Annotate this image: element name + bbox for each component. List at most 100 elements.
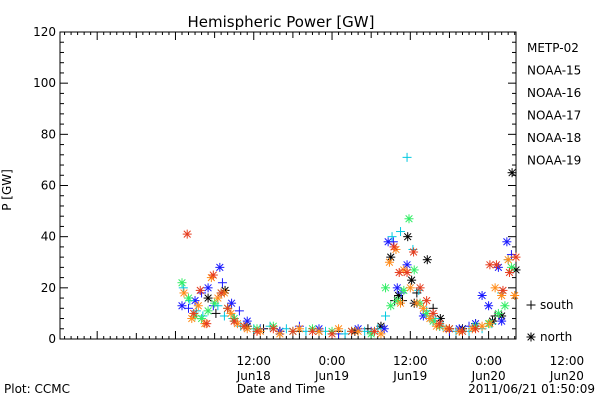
south-marker xyxy=(396,227,406,237)
x-tick-label-date: Jun19 xyxy=(392,369,427,383)
north-marker xyxy=(389,242,399,252)
north-marker xyxy=(223,303,233,313)
north-marker xyxy=(444,324,454,334)
south-marker xyxy=(178,283,188,293)
north-marker xyxy=(403,232,413,242)
north-marker xyxy=(275,329,285,339)
south-marker xyxy=(281,324,291,334)
legend-entry: NOAA-18 xyxy=(527,131,581,145)
south-marker xyxy=(217,278,227,288)
plot-axes xyxy=(59,31,517,340)
y-axis-label: P [GW] xyxy=(0,169,14,211)
north-marker xyxy=(396,298,406,308)
x-axis-ticks: 12:00Jun180:00Jun1912:00Jun190:00Jun2012… xyxy=(64,32,584,383)
north-marker xyxy=(226,308,236,318)
north-marker xyxy=(477,291,487,301)
north-marker xyxy=(503,255,513,265)
north-marker xyxy=(386,301,396,311)
legend-entry: NOAA-15 xyxy=(527,64,581,78)
north-marker xyxy=(227,298,237,308)
north-marker xyxy=(327,329,337,339)
north-marker xyxy=(418,303,428,313)
x-axis-label: Date and Time xyxy=(237,382,325,396)
north-marker xyxy=(203,283,213,293)
north-marker xyxy=(242,316,252,326)
north-marker xyxy=(490,283,500,293)
north-marker xyxy=(239,321,249,331)
north-marker xyxy=(216,288,226,298)
north-marker xyxy=(402,260,412,270)
data-markers xyxy=(177,152,521,339)
north-marker xyxy=(288,326,298,336)
north-marker xyxy=(179,288,189,298)
x-tick-label-time: 0:00 xyxy=(319,354,346,368)
north-marker xyxy=(347,326,357,336)
south-marker xyxy=(402,152,412,162)
south-marker xyxy=(185,296,195,306)
north-marker xyxy=(384,257,394,267)
north-marker xyxy=(502,237,512,247)
north-marker xyxy=(412,298,422,308)
north-marker xyxy=(471,324,481,334)
y-tick-label: 80 xyxy=(41,127,56,141)
north-marker xyxy=(203,293,213,303)
north-marker xyxy=(510,291,520,301)
series-noaa-17 xyxy=(177,214,516,339)
north-marker xyxy=(381,283,391,293)
south-marker xyxy=(184,303,194,313)
plot-credit: Plot: CCMC xyxy=(4,382,70,396)
north-marker xyxy=(498,285,508,295)
north-marker xyxy=(497,316,507,326)
north-marker xyxy=(422,255,432,265)
north-marker xyxy=(404,214,414,224)
legend-marker-symbol xyxy=(526,300,536,310)
y-tick-label: 100 xyxy=(33,76,56,90)
plot-frame xyxy=(59,31,517,340)
north-marker xyxy=(386,252,396,262)
north-marker xyxy=(402,267,412,277)
north-marker xyxy=(208,270,218,280)
south-marker xyxy=(340,329,350,339)
legend-entry: NOAA-19 xyxy=(527,154,581,168)
north-marker xyxy=(177,301,187,311)
north-marker xyxy=(203,306,213,316)
north-marker xyxy=(405,283,415,293)
north-marker xyxy=(252,326,262,336)
north-marker xyxy=(334,324,344,334)
north-marker xyxy=(294,324,304,334)
legend-marker-label: north xyxy=(540,330,572,344)
north-marker xyxy=(511,265,521,275)
north-marker xyxy=(409,247,419,257)
south-marker xyxy=(414,285,424,295)
y-tick-label: 120 xyxy=(33,25,56,39)
north-marker xyxy=(213,293,223,303)
north-marker xyxy=(353,326,363,336)
north-marker xyxy=(215,262,225,272)
north-marker xyxy=(314,326,324,336)
series-noaa-19 xyxy=(182,229,521,339)
north-marker xyxy=(369,326,379,336)
north-marker xyxy=(307,326,317,336)
north-marker xyxy=(392,283,402,293)
y-tick-label: 0 xyxy=(48,332,56,346)
north-marker xyxy=(229,316,239,326)
x-tick-label-date: Jun20 xyxy=(549,369,584,383)
series-noaa-16 xyxy=(178,152,513,339)
north-marker xyxy=(504,267,514,277)
north-marker xyxy=(484,301,494,311)
north-marker xyxy=(458,326,468,336)
north-marker xyxy=(435,319,445,329)
south-marker xyxy=(506,250,516,260)
north-marker xyxy=(511,252,521,262)
x-tick-label-time: 12:00 xyxy=(236,354,271,368)
marker-legend: south north xyxy=(526,298,574,344)
south-marker xyxy=(234,306,244,316)
north-marker xyxy=(477,321,487,331)
north-marker xyxy=(376,329,386,339)
series-metp-02 xyxy=(203,168,521,336)
north-marker xyxy=(394,267,404,277)
legend-entry: NOAA-17 xyxy=(527,109,581,123)
legend-entry: METP-02 xyxy=(527,41,579,55)
x-tick-label-time: 0:00 xyxy=(475,354,502,368)
